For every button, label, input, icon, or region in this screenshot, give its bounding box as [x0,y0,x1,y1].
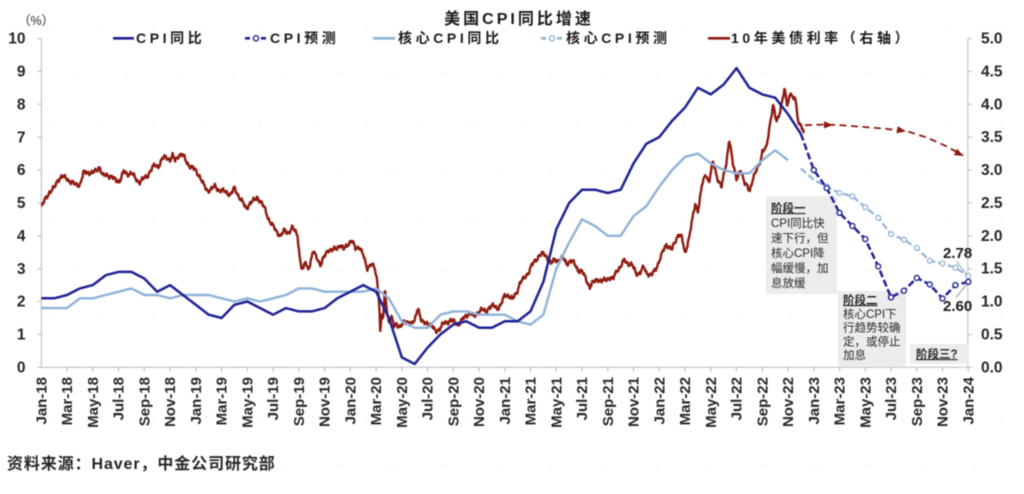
svg-text:May-19: May-19 [239,377,256,428]
svg-text:Jan-20: Jan-20 [342,377,359,425]
svg-text:核心CPI降: 核心CPI降 [771,246,825,260]
svg-text:Jul-21: Jul-21 [574,377,591,420]
svg-text:8: 8 [17,97,26,114]
svg-text:May-21: May-21 [548,377,565,428]
svg-text:4: 4 [17,228,26,245]
svg-text:7: 7 [17,129,26,146]
svg-text:2: 2 [17,294,26,311]
svg-text:Mar-19: Mar-19 [214,377,231,425]
svg-text:May-18: May-18 [85,377,102,428]
svg-text:核心CPI下: 核心CPI下 [843,307,897,321]
svg-text:Sep-19: Sep-19 [291,377,308,426]
svg-text:CPI同比: CPI同比 [136,30,205,46]
svg-text:Jan-18: Jan-18 [33,377,50,425]
svg-text:Nov-21: Nov-21 [626,377,643,427]
svg-text:加息: 加息 [843,348,866,362]
svg-text:0.5: 0.5 [981,326,1003,343]
svg-text:核心CPI预测: 核心CPI预测 [566,30,671,46]
svg-text:Mar-22: Mar-22 [677,377,694,425]
svg-text:核心CPI同比: 核心CPI同比 [398,30,503,46]
svg-text:Nov-19: Nov-19 [317,377,334,427]
svg-text:Sep-22: Sep-22 [754,377,771,426]
svg-text:定，或停止: 定，或停止 [843,334,901,348]
svg-text:3.5: 3.5 [981,129,1003,146]
svg-text:Mar-18: Mar-18 [59,377,76,425]
svg-text:2.0: 2.0 [981,228,1003,245]
svg-text:Jul-23: Jul-23 [883,377,900,420]
svg-text:6: 6 [17,162,26,179]
svg-text:3.0: 3.0 [981,162,1003,179]
svg-text:4.5: 4.5 [981,63,1003,80]
svg-text:2.5: 2.5 [981,195,1003,212]
svg-text:息放缓: 息放缓 [771,276,806,290]
svg-text:4.0: 4.0 [981,96,1003,113]
svg-text:（%）: （%） [18,14,54,28]
svg-text:幅缓慢，加: 幅缓慢，加 [771,262,829,275]
svg-text:Jan-19: Jan-19 [188,377,205,425]
svg-text:Mar-23: Mar-23 [832,377,849,425]
svg-text:0: 0 [17,360,26,377]
svg-text:美国CPI同比增速: 美国CPI同比增速 [444,9,594,28]
svg-text:Sep-20: Sep-20 [445,377,462,426]
svg-text:Jul-18: Jul-18 [111,377,128,420]
svg-text:行趋势较确: 行趋势较确 [843,321,901,335]
svg-text:Sep-18: Sep-18 [136,377,153,426]
svg-text:0.0: 0.0 [981,359,1003,376]
svg-text:Sep-21: Sep-21 [600,377,617,426]
svg-text:2.60: 2.60 [943,298,972,315]
svg-text:May-20: May-20 [394,377,411,428]
svg-text:Mar-21: Mar-21 [523,377,540,425]
svg-text:CPI同比快: CPI同比快 [771,217,825,230]
svg-text:5.0: 5.0 [981,31,1003,48]
svg-text:5: 5 [17,195,26,212]
svg-text:10年美债利率（右轴）: 10年美债利率（右轴） [731,30,912,46]
svg-text:Nov-18: Nov-18 [162,377,179,427]
svg-text:Jul-22: Jul-22 [729,377,746,420]
svg-text:Mar-20: Mar-20 [368,377,385,425]
svg-text:速下行，但: 速下行，但 [771,232,829,245]
svg-text:May-22: May-22 [703,377,720,428]
svg-text:阶段三?: 阶段三? [916,347,958,361]
svg-text:阶段一: 阶段一 [771,201,806,215]
svg-text:Jan-24: Jan-24 [960,376,977,424]
svg-text:10: 10 [8,31,25,48]
svg-text:9: 9 [17,64,26,81]
svg-text:Nov-23: Nov-23 [935,377,952,427]
svg-text:资料来源：Haver，中金公司研究部: 资料来源：Haver，中金公司研究部 [7,454,276,473]
svg-text:1.0: 1.0 [981,294,1003,311]
svg-text:2.78: 2.78 [943,245,972,262]
svg-text:Jan-21: Jan-21 [497,377,514,425]
svg-text:Nov-22: Nov-22 [780,377,797,427]
svg-text:3: 3 [17,261,26,278]
svg-text:CPI预测: CPI预测 [270,30,339,46]
svg-text:Jul-20: Jul-20 [420,377,437,420]
svg-text:1: 1 [17,327,26,344]
svg-text:阶段二: 阶段二 [843,293,878,307]
svg-text:Nov-20: Nov-20 [471,377,488,427]
svg-text:May-23: May-23 [857,377,874,428]
svg-text:Sep-23: Sep-23 [909,377,926,426]
svg-text:Jan-23: Jan-23 [806,377,823,425]
svg-text:Jul-19: Jul-19 [265,377,282,420]
svg-text:1.5: 1.5 [981,261,1003,278]
svg-text:Jan-22: Jan-22 [651,377,668,425]
